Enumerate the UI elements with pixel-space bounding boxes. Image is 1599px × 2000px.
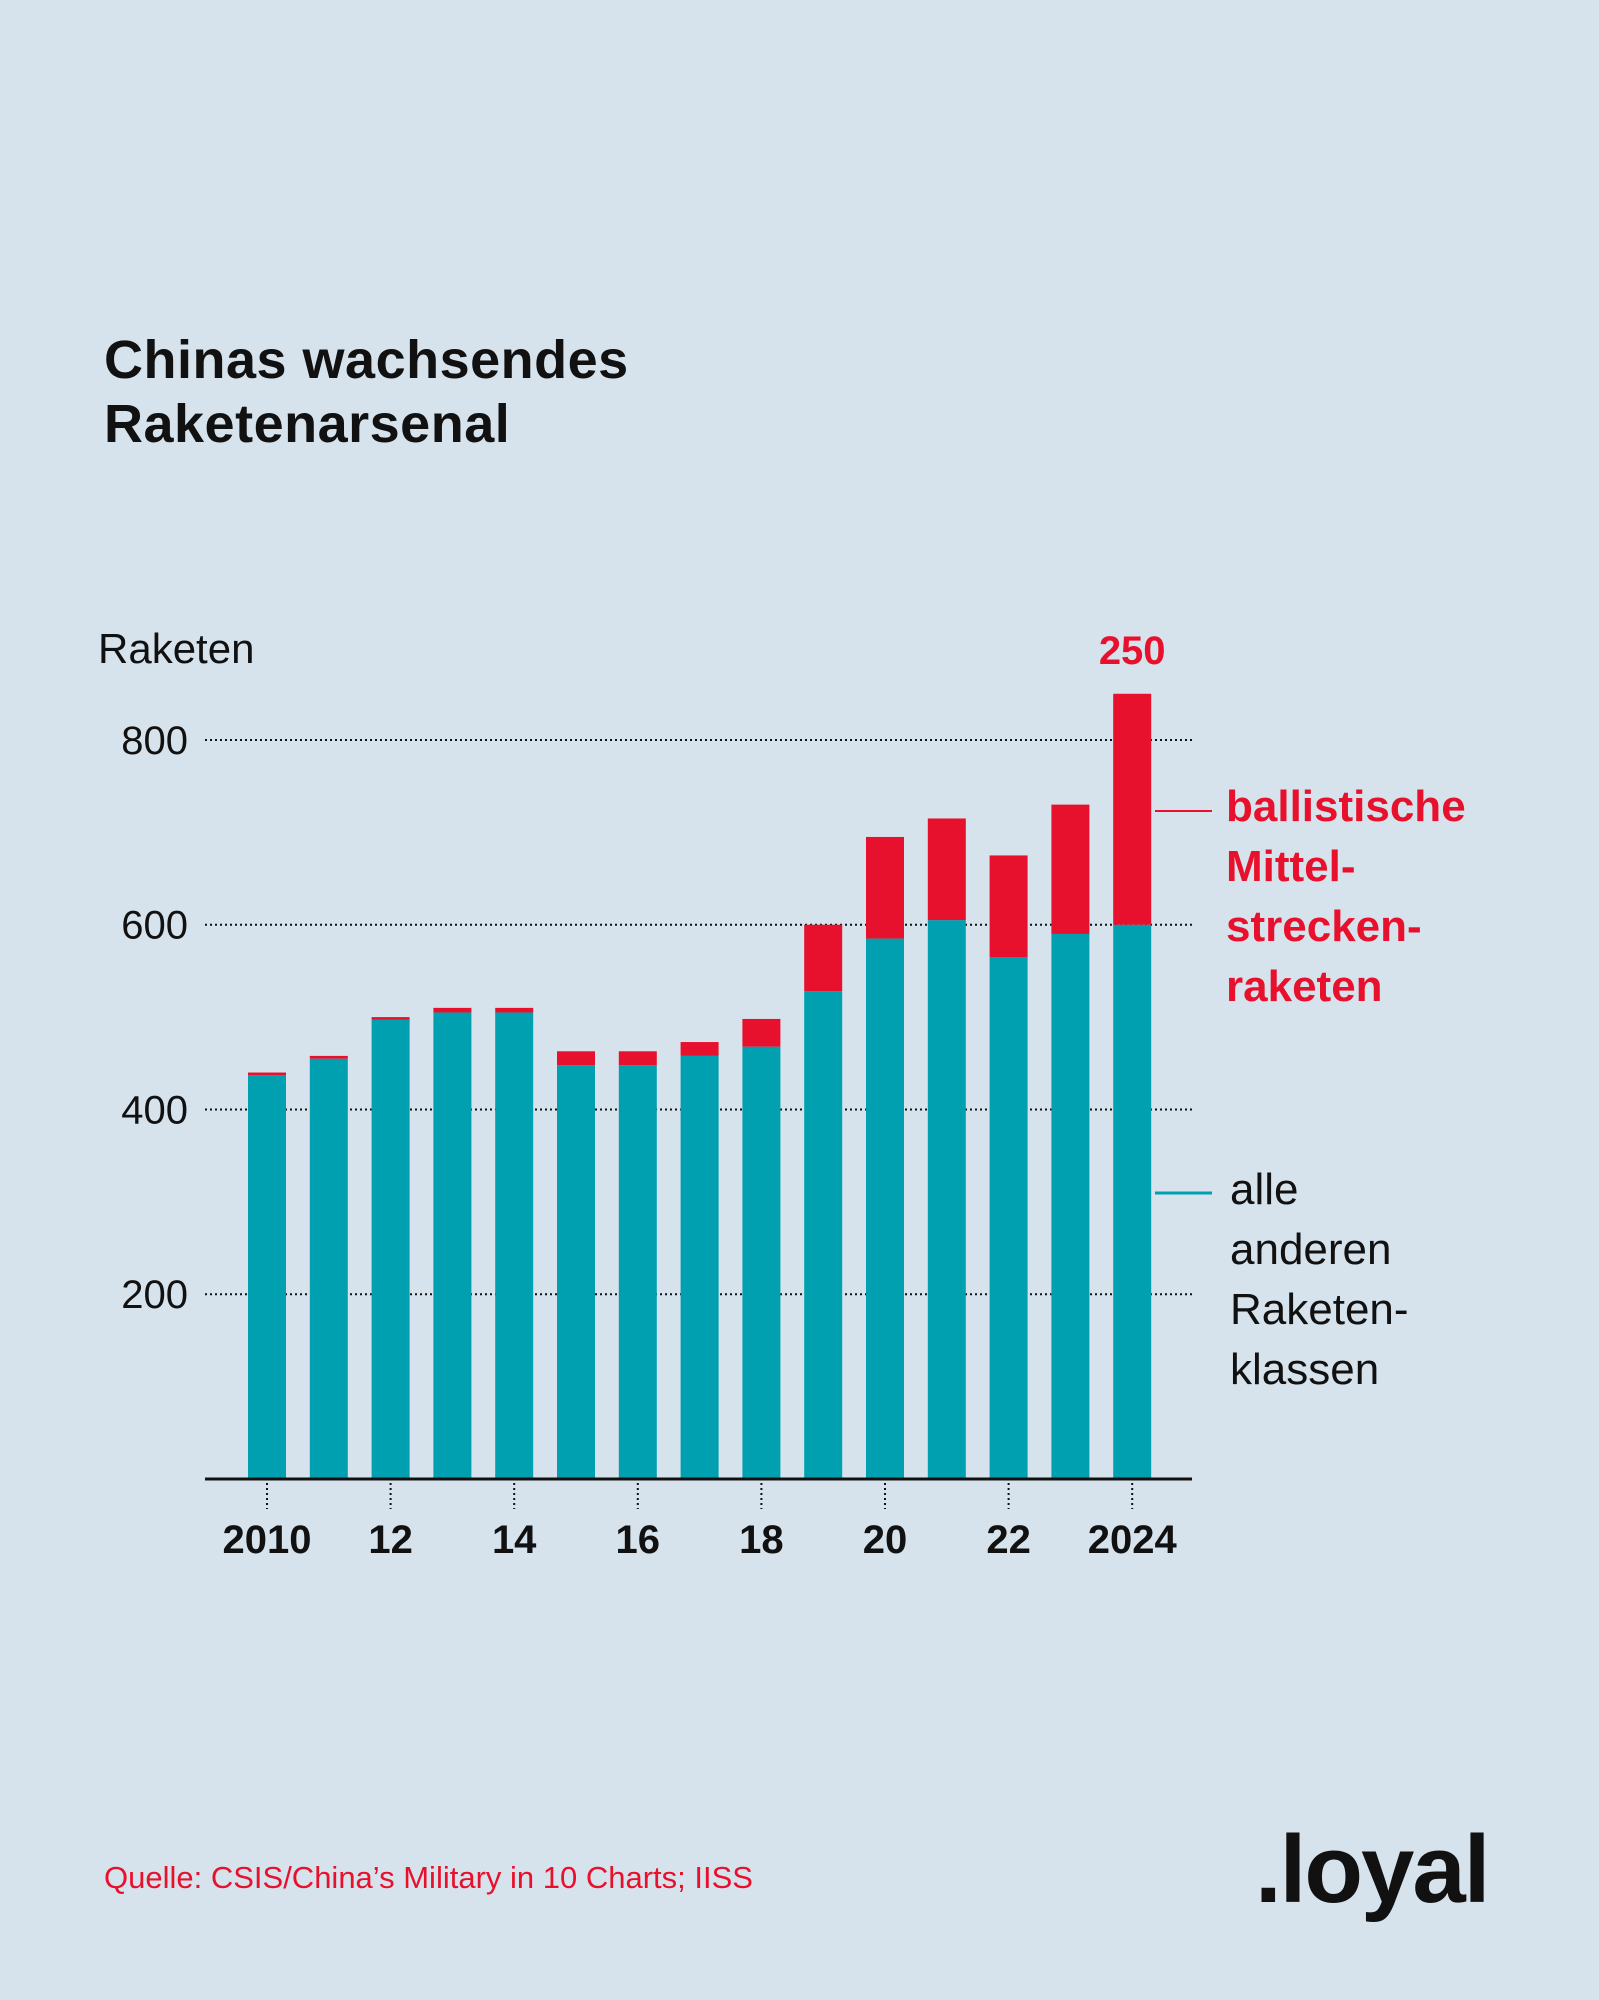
chart-title: Chinas wachsendes Raketenarsenal: [104, 328, 629, 456]
y-tick-label-800: 800: [121, 719, 188, 763]
bar-irbm-2013: [433, 1007, 472, 1013]
bar-other-2018: [742, 1046, 781, 1479]
x-tick-label-2018: 18: [739, 1518, 784, 1562]
legend-teal-line-1: alle: [1230, 1165, 1299, 1214]
y-tick-label-200: 200: [121, 1273, 188, 1317]
bar-irbm-2021: [927, 818, 966, 921]
legend-teal-line-3: Raketen-: [1230, 1285, 1409, 1334]
bar-irbm-2019: [804, 924, 843, 992]
bar-other-2013: [433, 1012, 472, 1479]
x-tick-label-2024: 2024: [1088, 1518, 1178, 1562]
y-tick-label-600: 600: [121, 904, 188, 948]
bar-irbm-2017: [680, 1042, 719, 1056]
legend-teal-line-4: klassen: [1230, 1345, 1380, 1394]
annotation-label-0: 250: [1099, 629, 1166, 673]
bar-irbm-2022: [989, 855, 1028, 958]
x-tick-label-2012: 12: [368, 1518, 413, 1562]
x-tick-label-2010: 2010: [223, 1518, 312, 1562]
legend-teal-series: alle anderen Raketen- klassen: [1230, 1160, 1409, 1400]
y-axis-label: Raketen: [98, 625, 254, 672]
legend-red-line-2: Mittel-: [1226, 842, 1356, 891]
legend-red-line-1: ballistische: [1226, 782, 1466, 831]
bar-other-2023: [1051, 933, 1090, 1479]
bar-irbm-2014: [495, 1007, 534, 1013]
bar-other-2010: [248, 1075, 286, 1479]
legend-teal-line-2: anderen: [1230, 1225, 1392, 1274]
bar-other-2020: [866, 938, 904, 1479]
bar-irbm-2024: [1113, 693, 1152, 925]
bar-irbm-2023: [1051, 804, 1090, 934]
bar-other-2015: [557, 1065, 595, 1479]
bar-other-2012: [371, 1019, 410, 1479]
bar-irbm-2016: [618, 1051, 657, 1066]
bar-other-2011: [309, 1058, 348, 1479]
legend-red-line-4: raketen: [1226, 962, 1383, 1011]
bar-other-2022: [989, 957, 1028, 1479]
legend-red-series: ballistische Mittel- strecken- raketen: [1226, 777, 1466, 1017]
x-tick-label-2014: 14: [492, 1518, 537, 1562]
brand-logo: .loyal: [1255, 1816, 1490, 1923]
y-tick-label-400: 400: [121, 1088, 188, 1132]
title-line-2: Raketenarsenal: [104, 394, 511, 454]
bar-other-2019: [804, 991, 843, 1479]
bar-other-2014: [495, 1012, 534, 1479]
source-note: Quelle: CSIS/China’s Military in 10 Char…: [104, 1860, 753, 1895]
bar-irbm-2015: [557, 1051, 595, 1066]
bar-irbm-2011: [309, 1055, 348, 1059]
bar-irbm-2020: [866, 836, 904, 939]
x-tick-label-2020: 20: [863, 1518, 908, 1562]
bar-other-2016: [618, 1065, 657, 1479]
bar-other-2021: [927, 920, 966, 1479]
bar-other-2024: [1113, 924, 1152, 1479]
bar-irbm-2018: [742, 1018, 781, 1047]
bar-irbm-2010: [248, 1072, 286, 1076]
title-line-1: Chinas wachsendes: [104, 330, 629, 390]
x-tick-label-2022: 22: [986, 1518, 1031, 1562]
legend-red-line-3: strecken-: [1226, 902, 1422, 951]
x-tick-label-2016: 16: [616, 1518, 661, 1562]
bar-other-2017: [680, 1055, 719, 1479]
bar-irbm-2012: [371, 1017, 410, 1020]
